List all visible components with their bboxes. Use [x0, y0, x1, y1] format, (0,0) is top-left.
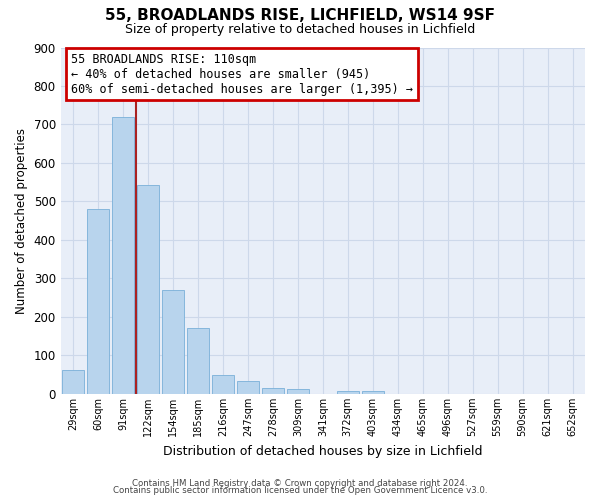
Text: Contains public sector information licensed under the Open Government Licence v3: Contains public sector information licen… [113, 486, 487, 495]
Bar [236, 381, 259, 394]
Bar [337, 391, 359, 394]
Text: 55, BROADLANDS RISE, LICHFIELD, WS14 9SF: 55, BROADLANDS RISE, LICHFIELD, WS14 9SF [105, 8, 495, 22]
Bar [287, 389, 309, 394]
Bar [62, 370, 85, 394]
Bar [137, 185, 159, 394]
Text: Contains HM Land Registry data © Crown copyright and database right 2024.: Contains HM Land Registry data © Crown c… [132, 478, 468, 488]
Bar [212, 376, 234, 394]
Text: Size of property relative to detached houses in Lichfield: Size of property relative to detached ho… [125, 22, 475, 36]
Bar [187, 328, 209, 394]
Bar [162, 290, 184, 394]
X-axis label: Distribution of detached houses by size in Lichfield: Distribution of detached houses by size … [163, 444, 482, 458]
Bar [362, 391, 384, 394]
Bar [112, 117, 134, 394]
Bar [262, 388, 284, 394]
Y-axis label: Number of detached properties: Number of detached properties [15, 128, 28, 314]
Text: 55 BROADLANDS RISE: 110sqm
← 40% of detached houses are smaller (945)
60% of sem: 55 BROADLANDS RISE: 110sqm ← 40% of deta… [71, 52, 413, 96]
Bar [87, 209, 109, 394]
